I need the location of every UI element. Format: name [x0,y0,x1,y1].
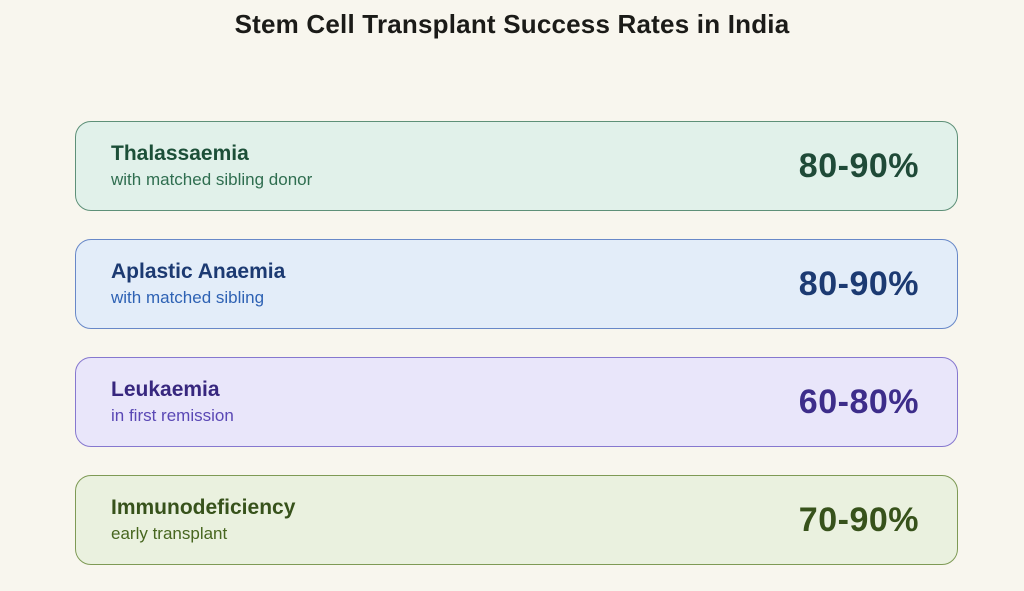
success-rate-value: 70-90% [798,500,919,539]
condition-detail: in first remission [111,406,234,425]
condition-detail: with matched sibling donor [111,170,313,189]
page-title: Stem Cell Transplant Success Rates in In… [234,9,790,39]
stat-card-aplastic-anaemia: Aplastic Anaemia with matched sibling 80… [75,239,958,329]
condition-name: Thalassaemia [111,142,249,165]
card-text-block: Immunodeficiency early transplant [111,496,295,544]
condition-detail: with matched sibling [111,288,265,307]
card-text-block: Thalassaemia with matched sibling donor [111,142,312,190]
card-text-block: Leukaemia in first remission [111,378,234,426]
stat-card-list: Thalassaemia with matched sibling donor … [75,121,958,565]
stat-card-thalassaemia: Thalassaemia with matched sibling donor … [75,121,958,211]
stat-card-immunodeficiency: Immunodeficiency early transplant 70-90% [75,475,958,565]
card-text-block: Aplastic Anaemia with matched sibling [111,260,285,308]
success-rate-value: 80-90% [798,146,919,185]
success-rate-value: 60-80% [798,382,919,421]
success-rate-value: 80-90% [798,264,919,303]
condition-name: Leukaemia [111,378,220,401]
condition-name: Immunodeficiency [111,496,296,519]
stat-card-leukaemia: Leukaemia in first remission 60-80% [75,357,958,447]
condition-detail: early transplant [111,524,228,543]
condition-name: Aplastic Anaemia [111,260,286,283]
